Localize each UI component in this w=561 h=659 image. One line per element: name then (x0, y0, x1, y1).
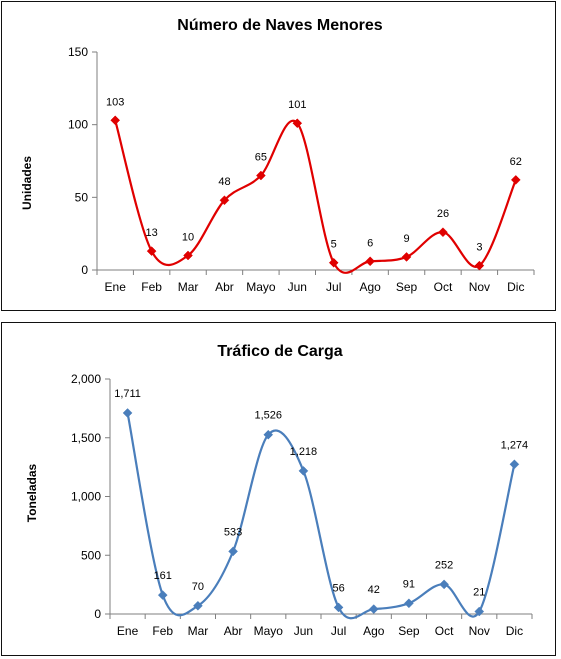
x-tick-label: Ago (359, 280, 381, 294)
x-tick-label: Abr (215, 280, 234, 294)
data-label: 1,218 (290, 446, 318, 458)
data-label: 13 (146, 227, 158, 239)
data-label: 103 (106, 96, 124, 108)
x-tick-label: Jul (331, 624, 346, 638)
data-point-marker (333, 602, 344, 613)
data-label: 1,274 (501, 439, 529, 451)
x-tick-label: Mayo (254, 624, 284, 638)
series-line (114, 119, 517, 274)
data-label: 5 (331, 239, 337, 251)
data-label: 65 (255, 152, 267, 164)
x-tick-label: Feb (141, 280, 162, 294)
data-label: 3 (476, 242, 482, 254)
x-tick-label: Mar (178, 280, 199, 294)
x-tick-label: Sep (398, 624, 420, 638)
data-point-marker (157, 590, 168, 600)
data-point-marker (183, 250, 193, 261)
data-point-marker (292, 118, 303, 129)
x-tick-label: Ago (363, 624, 385, 638)
x-tick-label: Dic (507, 280, 524, 294)
data-point-marker (110, 115, 121, 126)
x-tick-label: Sep (396, 280, 418, 294)
data-label: 42 (368, 584, 380, 596)
data-label: 252 (435, 559, 453, 571)
series-line (126, 412, 516, 620)
x-tick-label: Ene (117, 624, 139, 638)
x-tick-label: Feb (152, 624, 173, 638)
data-label: 48 (218, 176, 230, 188)
y-tick-label: 150 (68, 45, 88, 59)
y-axis-label: Toneladas (25, 463, 39, 522)
y-tick-label: 500 (81, 548, 101, 562)
data-label: 101 (288, 99, 306, 111)
data-label: 533 (224, 526, 242, 538)
x-tick-label: Oct (435, 624, 454, 638)
x-tick-label: Jul (326, 280, 341, 294)
data-label: 62 (510, 156, 522, 168)
data-point-marker (193, 600, 203, 611)
chart-naves-menores: Número de Naves Menores Unidades 0 50 100 1… (20, 17, 535, 294)
x-tick-label: Mar (188, 624, 209, 638)
x-tick-label: Dic (506, 624, 523, 638)
data-point-marker (439, 579, 449, 590)
x-tick-label: Nov (469, 280, 490, 294)
data-label: 70 (192, 581, 204, 593)
x-tick-label: Nov (469, 624, 490, 638)
x-tick-label: Jun (288, 280, 307, 294)
y-tick-label: 2,000 (71, 372, 101, 386)
data-point-marker (474, 606, 485, 617)
y-tick-label: 0 (94, 607, 101, 621)
data-point-marker (401, 252, 412, 262)
x-tick-label: Jun (294, 624, 313, 638)
y-tick-label: 100 (68, 118, 88, 132)
y-tick-label: 0 (81, 263, 88, 277)
data-point-marker (298, 466, 309, 476)
data-point-marker (228, 546, 238, 557)
data-label: 1,711 (114, 388, 141, 400)
data-label: 161 (154, 570, 172, 582)
x-tick-label: Ene (105, 280, 127, 294)
data-label: 21 (473, 587, 485, 599)
data-label: 91 (403, 578, 415, 590)
y-tick-label: 1,500 (71, 431, 101, 445)
data-label: 10 (182, 231, 194, 243)
y-tick-label: 50 (75, 190, 89, 204)
data-label: 1,526 (254, 410, 282, 422)
chart-title: Número de Naves Menores (177, 17, 383, 34)
data-point-marker (368, 604, 379, 614)
chart-trafico-carga: Tráfico de Carga Toneladas 0 500 1,000 1,50… (25, 343, 533, 638)
x-tick-label: Abr (224, 624, 243, 638)
y-tick-label: 1,000 (71, 490, 101, 504)
y-axis-label: Unidades (20, 156, 34, 210)
chart-title: Tráfico de Carga (217, 343, 342, 360)
x-tick-label: Oct (434, 280, 453, 294)
data-point-marker (256, 170, 266, 181)
data-point-marker (263, 429, 274, 440)
data-point-marker (146, 246, 157, 256)
data-point-marker (510, 175, 521, 185)
data-point-marker (404, 598, 414, 609)
data-point-marker (438, 227, 448, 238)
data-point-marker (219, 195, 230, 206)
data-point-marker (509, 459, 520, 470)
data-point-marker (328, 257, 339, 268)
data-label: 6 (367, 237, 373, 249)
data-label: 26 (437, 208, 449, 220)
data-label: 56 (332, 582, 344, 594)
x-tick-label: Mayo (246, 280, 276, 294)
data-label: 9 (403, 233, 409, 245)
data-point-marker (474, 260, 485, 271)
data-point-marker (365, 256, 375, 267)
chart-panel-naves: Número de Naves Menores Unidades 0 50 100 1… (1, 1, 556, 311)
data-point-marker (122, 408, 133, 418)
chart-panel-carga: Tráfico de Carga Toneladas 0 500 1,000 1,50… (1, 322, 556, 656)
